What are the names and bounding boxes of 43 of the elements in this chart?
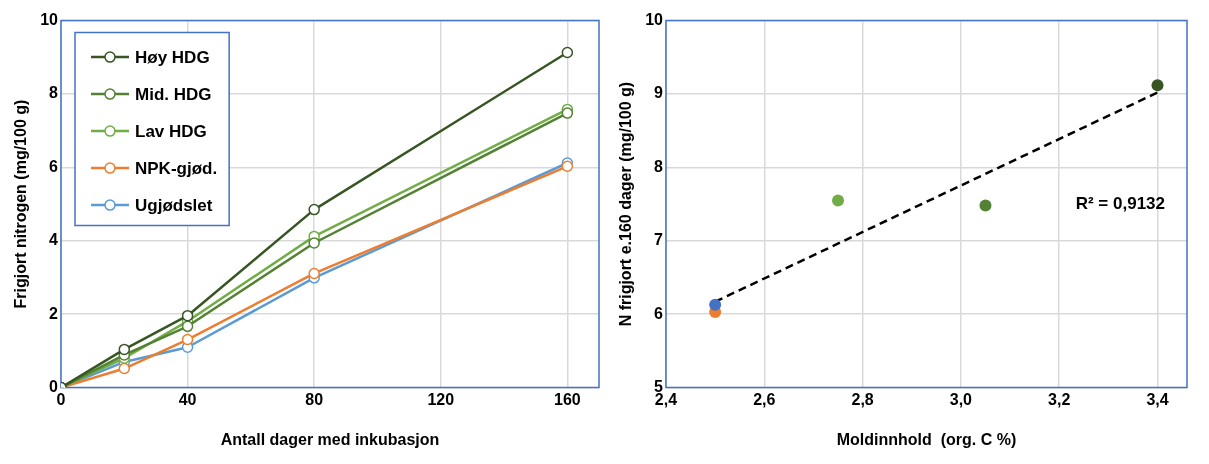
point	[308, 203, 320, 216]
legend-label: Mid. HDG	[135, 84, 212, 104]
legend-label: NPK-gjød.	[135, 158, 218, 178]
point	[1151, 79, 1164, 92]
point	[979, 199, 992, 212]
x-tick-label: 80	[305, 390, 324, 408]
y-tick-label: 2	[49, 304, 59, 322]
x-axis-title: Antall dager med inkubasjon	[220, 430, 440, 448]
point	[181, 320, 194, 333]
point	[118, 343, 131, 356]
point	[832, 194, 845, 207]
x-tick-label: 40	[178, 390, 197, 408]
y-tick-label: 10	[40, 11, 59, 29]
y-axis-title: N frigjort e.160 dager (mg/100 g)	[617, 81, 635, 327]
x-tick-label: 3,2	[1048, 390, 1071, 408]
point	[561, 160, 574, 173]
point	[181, 309, 194, 322]
legend-label: Høy HDG	[135, 47, 210, 67]
x-tick-label: 3,4	[1146, 390, 1169, 408]
point	[709, 298, 722, 311]
y-tick-label: 8	[49, 84, 59, 102]
x-tick-label: 2,6	[753, 390, 776, 408]
x-tick-label: 3,0	[949, 390, 973, 408]
legend-label: Lav HDG	[135, 121, 207, 141]
legend-label: Ugjødslet	[135, 195, 213, 215]
y-tick-label: 6	[654, 304, 664, 322]
y-tick-label: 6	[49, 157, 59, 175]
x-tick-label: 120	[427, 390, 455, 408]
y-tick-label: 7	[654, 231, 664, 249]
point	[181, 333, 194, 346]
x-tick-label: 2,8	[851, 390, 874, 408]
y-axis-title: Frigjort nitrogen (mg/100 g)	[12, 99, 30, 309]
x-axis-title: Moldinnhold (org. C %)	[836, 430, 1017, 448]
annotation: R² = 0,9132	[1075, 193, 1165, 213]
y-tick-label: 9	[654, 84, 664, 102]
point	[308, 237, 320, 249]
point	[561, 46, 574, 59]
y-tick-label: 10	[645, 11, 664, 29]
point	[308, 267, 320, 280]
y-tick-label: 4	[49, 231, 59, 249]
x-tick-label: 160	[554, 390, 581, 408]
y-tick-label: 8	[654, 157, 664, 175]
point	[561, 107, 574, 119]
